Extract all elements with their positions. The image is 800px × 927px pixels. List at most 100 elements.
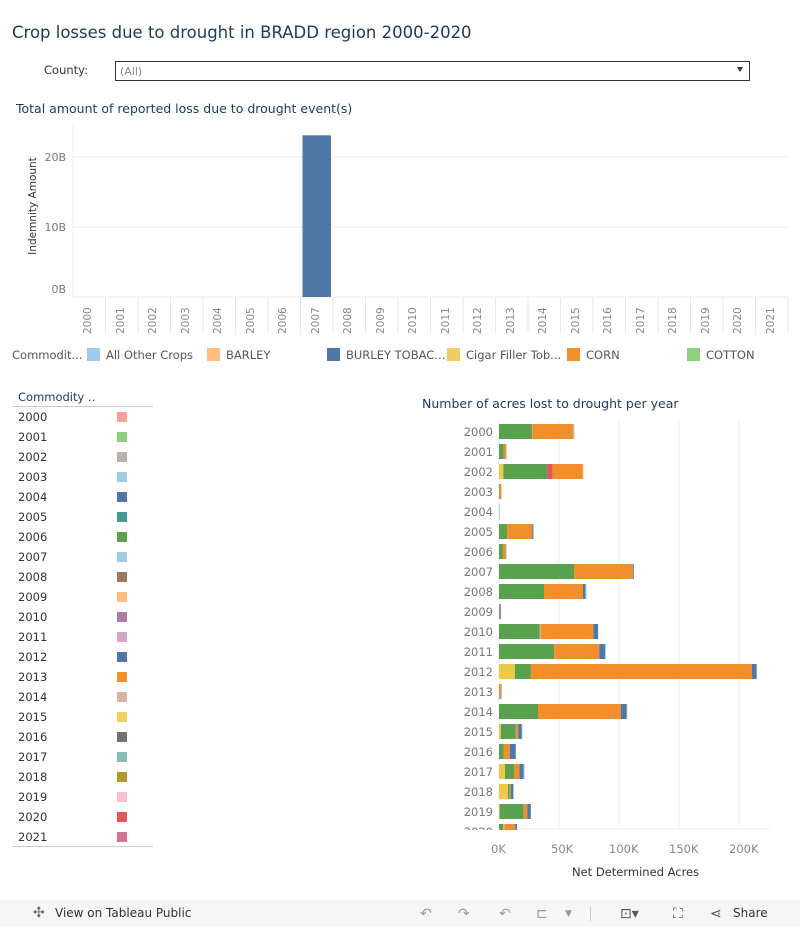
acres-bar-segment-2016[interactable] xyxy=(509,744,516,759)
acres-bar-segment-2019[interactable] xyxy=(527,804,531,819)
acres-bar-segment-2014[interactable] xyxy=(499,704,538,719)
acres-bar-segment-2006[interactable] xyxy=(499,544,503,559)
year-legend-row[interactable]: 2011 xyxy=(12,627,153,647)
acres-bar-segment-2015[interactable] xyxy=(499,724,501,739)
acres-bar-segment-2010[interactable] xyxy=(539,624,541,639)
acres-bar-segment-2015[interactable] xyxy=(518,724,522,739)
acres-bar-segment-2002[interactable] xyxy=(582,464,584,479)
commodity-legend-item[interactable]: BURLEY TOBAC... xyxy=(327,348,445,362)
year-legend-row[interactable]: 2000 xyxy=(12,407,153,427)
acres-bar-segment-2011[interactable] xyxy=(599,644,606,659)
year-legend-row[interactable]: 2006 xyxy=(12,527,153,547)
acres-bar-segment-2000[interactable] xyxy=(499,424,532,439)
acres-bar-segment-2019[interactable] xyxy=(499,804,500,819)
commodity-legend-item[interactable]: CORN xyxy=(567,348,620,362)
acres-bar-segment-2015[interactable] xyxy=(500,724,516,739)
refresh-icon[interactable]: ⊏ xyxy=(536,906,548,922)
year-legend-row[interactable]: 2012 xyxy=(12,647,153,667)
acres-bar-segment-2014[interactable] xyxy=(620,704,627,719)
acres-bar-chart[interactable]: 2000 2001 2002 2003 2004 2005 2006 2007 2008 2009… xyxy=(420,420,780,830)
acres-bar-segment-2003[interactable] xyxy=(499,484,500,499)
acres-bar-segment-2001[interactable] xyxy=(506,444,507,459)
acres-bar-segment-2002[interactable] xyxy=(503,464,548,479)
commodity-legend-item[interactable]: BARLEY xyxy=(207,348,270,362)
acres-bar-segment-2020[interactable] xyxy=(504,824,516,830)
year-legend-row[interactable]: 2016 xyxy=(12,727,153,747)
acres-bar-segment-2010[interactable] xyxy=(499,624,540,639)
acres-bar-segment-2019[interactable] xyxy=(523,804,528,819)
share-icon[interactable]: ⋖ xyxy=(710,906,722,922)
acres-bar-segment-2004[interactable] xyxy=(499,504,500,519)
acres-bar-segment-2012[interactable] xyxy=(499,664,515,679)
acres-bar-segment-2007[interactable] xyxy=(574,564,633,579)
acres-bar-segment-2000[interactable] xyxy=(573,424,575,439)
commodity-legend-item[interactable]: COTTON xyxy=(687,348,755,362)
year-legend-row[interactable]: 2008 xyxy=(12,567,153,587)
year-legend-row[interactable]: 2015 xyxy=(12,707,153,727)
year-legend-row[interactable]: 2009 xyxy=(12,587,153,607)
loss-bar-2007[interactable] xyxy=(302,135,332,297)
acres-bar-segment-2015[interactable] xyxy=(515,724,519,739)
acres-bar-segment-2012[interactable] xyxy=(751,664,757,679)
acres-bar-segment-2015[interactable] xyxy=(521,724,523,739)
acres-bar-segment-2012[interactable] xyxy=(756,664,758,679)
acres-bar-segment-2017[interactable] xyxy=(505,764,514,779)
acres-bar-segment-2009[interactable] xyxy=(499,604,501,619)
acres-bar-segment-2001[interactable] xyxy=(503,444,507,459)
acres-bar-segment-2007[interactable] xyxy=(632,564,634,579)
acres-bar-segment-2008[interactable] xyxy=(499,584,544,599)
acres-bar-segment-2017[interactable] xyxy=(514,764,520,779)
acres-bar-segment-2001[interactable] xyxy=(499,444,504,459)
acres-bar-segment-2006[interactable] xyxy=(505,544,507,559)
commodity-legend-item[interactable]: All Other Crops xyxy=(87,348,193,362)
year-legend-row[interactable]: 2007 xyxy=(12,547,153,567)
acres-bar-segment-2009[interactable] xyxy=(499,604,500,619)
year-legend-row[interactable]: 2019 xyxy=(12,787,153,807)
fullscreen-icon[interactable]: ⛶ xyxy=(673,906,683,922)
acres-bar-segment-2020[interactable] xyxy=(499,824,504,830)
share-button[interactable]: Share xyxy=(733,906,768,920)
acres-bar-segment-2019[interactable] xyxy=(499,804,524,819)
undo-icon[interactable]: ↶ xyxy=(420,906,432,922)
acres-bar-segment-2007[interactable] xyxy=(499,564,574,579)
acres-bar-segment-2008[interactable] xyxy=(583,584,586,599)
commodity-legend-item[interactable]: Cigar Filler Tob... xyxy=(447,348,561,362)
acres-bar-segment-2014[interactable] xyxy=(626,704,628,719)
download-icon[interactable]: ⊡▾ xyxy=(620,906,639,922)
year-legend-row[interactable]: 2001 xyxy=(12,427,153,447)
acres-bar-segment-2017[interactable] xyxy=(499,764,505,779)
year-legend-row[interactable]: 2020 xyxy=(12,807,153,827)
acres-bar-segment-2018[interactable] xyxy=(499,784,508,799)
acres-bar-segment-2003[interactable] xyxy=(499,484,502,499)
acres-bar-segment-2013[interactable] xyxy=(500,684,502,699)
acres-bar-segment-2011[interactable] xyxy=(554,644,600,659)
acres-bar-segment-2006[interactable] xyxy=(502,544,506,559)
acres-bar-segment-2010[interactable] xyxy=(593,624,599,639)
county-filter-dropdown[interactable]: (All) xyxy=(115,61,750,81)
acres-bar-segment-2011[interactable] xyxy=(499,644,555,659)
view-on-tableau-public-link[interactable]: View on Tableau Public xyxy=(55,906,192,920)
year-legend-row[interactable]: 2010 xyxy=(12,607,153,627)
acres-bar-segment-2018[interactable] xyxy=(509,784,511,799)
acres-bar-segment-2010[interactable] xyxy=(541,624,594,639)
acres-bar-segment-2013[interactable] xyxy=(499,684,501,699)
acres-bar-segment-2005[interactable] xyxy=(499,524,508,539)
acres-bar-segment-2005[interactable] xyxy=(532,524,534,539)
acres-bar-segment-2012[interactable] xyxy=(514,664,531,679)
acres-bar-segment-2011[interactable] xyxy=(605,644,606,659)
acres-bar-segment-2018[interactable] xyxy=(508,784,510,799)
acres-bar-segment-2018[interactable] xyxy=(511,784,514,799)
year-legend-row[interactable]: 2003 xyxy=(12,467,153,487)
year-legend-row[interactable]: 2013 xyxy=(12,667,153,687)
year-legend-row[interactable]: 2002 xyxy=(12,447,153,467)
acres-bar-segment-2017[interactable] xyxy=(523,764,525,779)
chevron-down-icon[interactable]: ▼ xyxy=(565,909,572,919)
acres-bar-segment-2002[interactable] xyxy=(499,464,504,479)
revert-icon[interactable]: ↶ xyxy=(499,906,511,922)
year-legend-row[interactable]: 2017 xyxy=(12,747,153,767)
acres-bar-segment-2000[interactable] xyxy=(531,424,532,439)
acres-bar-segment-2002[interactable] xyxy=(547,464,553,479)
acres-bar-segment-2020[interactable] xyxy=(503,824,505,830)
year-legend-row[interactable]: 2005 xyxy=(12,507,153,527)
year-legend-row[interactable]: 2004 xyxy=(12,487,153,507)
